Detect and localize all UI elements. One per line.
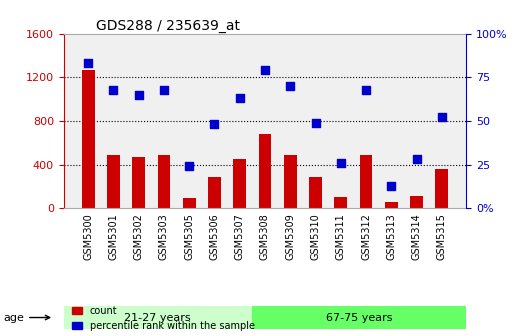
Bar — [132, 157, 145, 208]
Bar — [233, 159, 246, 208]
FancyBboxPatch shape — [252, 306, 466, 329]
Point — [362, 87, 370, 92]
Point — [210, 122, 219, 127]
FancyBboxPatch shape — [64, 306, 252, 329]
Bar — [334, 197, 347, 208]
Bar — [208, 177, 221, 208]
Point — [160, 87, 168, 92]
Point — [412, 157, 421, 162]
Point — [311, 120, 320, 125]
Point — [261, 68, 269, 73]
Bar — [436, 169, 448, 208]
Point — [109, 87, 118, 92]
Bar — [385, 202, 398, 208]
Point — [235, 95, 244, 101]
Point — [387, 183, 395, 188]
Bar — [284, 155, 297, 208]
Bar — [360, 155, 373, 208]
Text: 21-27 years: 21-27 years — [124, 312, 191, 323]
Text: GDS288 / 235639_at: GDS288 / 235639_at — [96, 18, 240, 33]
Bar — [183, 199, 196, 208]
Text: age: age — [3, 312, 50, 323]
Bar — [410, 196, 423, 208]
Point — [438, 115, 446, 120]
Bar — [157, 155, 170, 208]
Legend: count, percentile rank within the sample: count, percentile rank within the sample — [68, 302, 259, 335]
Point — [185, 164, 193, 169]
Point — [84, 60, 92, 66]
Bar — [82, 70, 94, 208]
Point — [337, 160, 345, 166]
Bar — [309, 177, 322, 208]
Text: 67-75 years: 67-75 years — [326, 312, 392, 323]
Bar — [107, 155, 120, 208]
Point — [286, 83, 295, 89]
Bar — [259, 134, 271, 208]
Point — [135, 92, 143, 97]
